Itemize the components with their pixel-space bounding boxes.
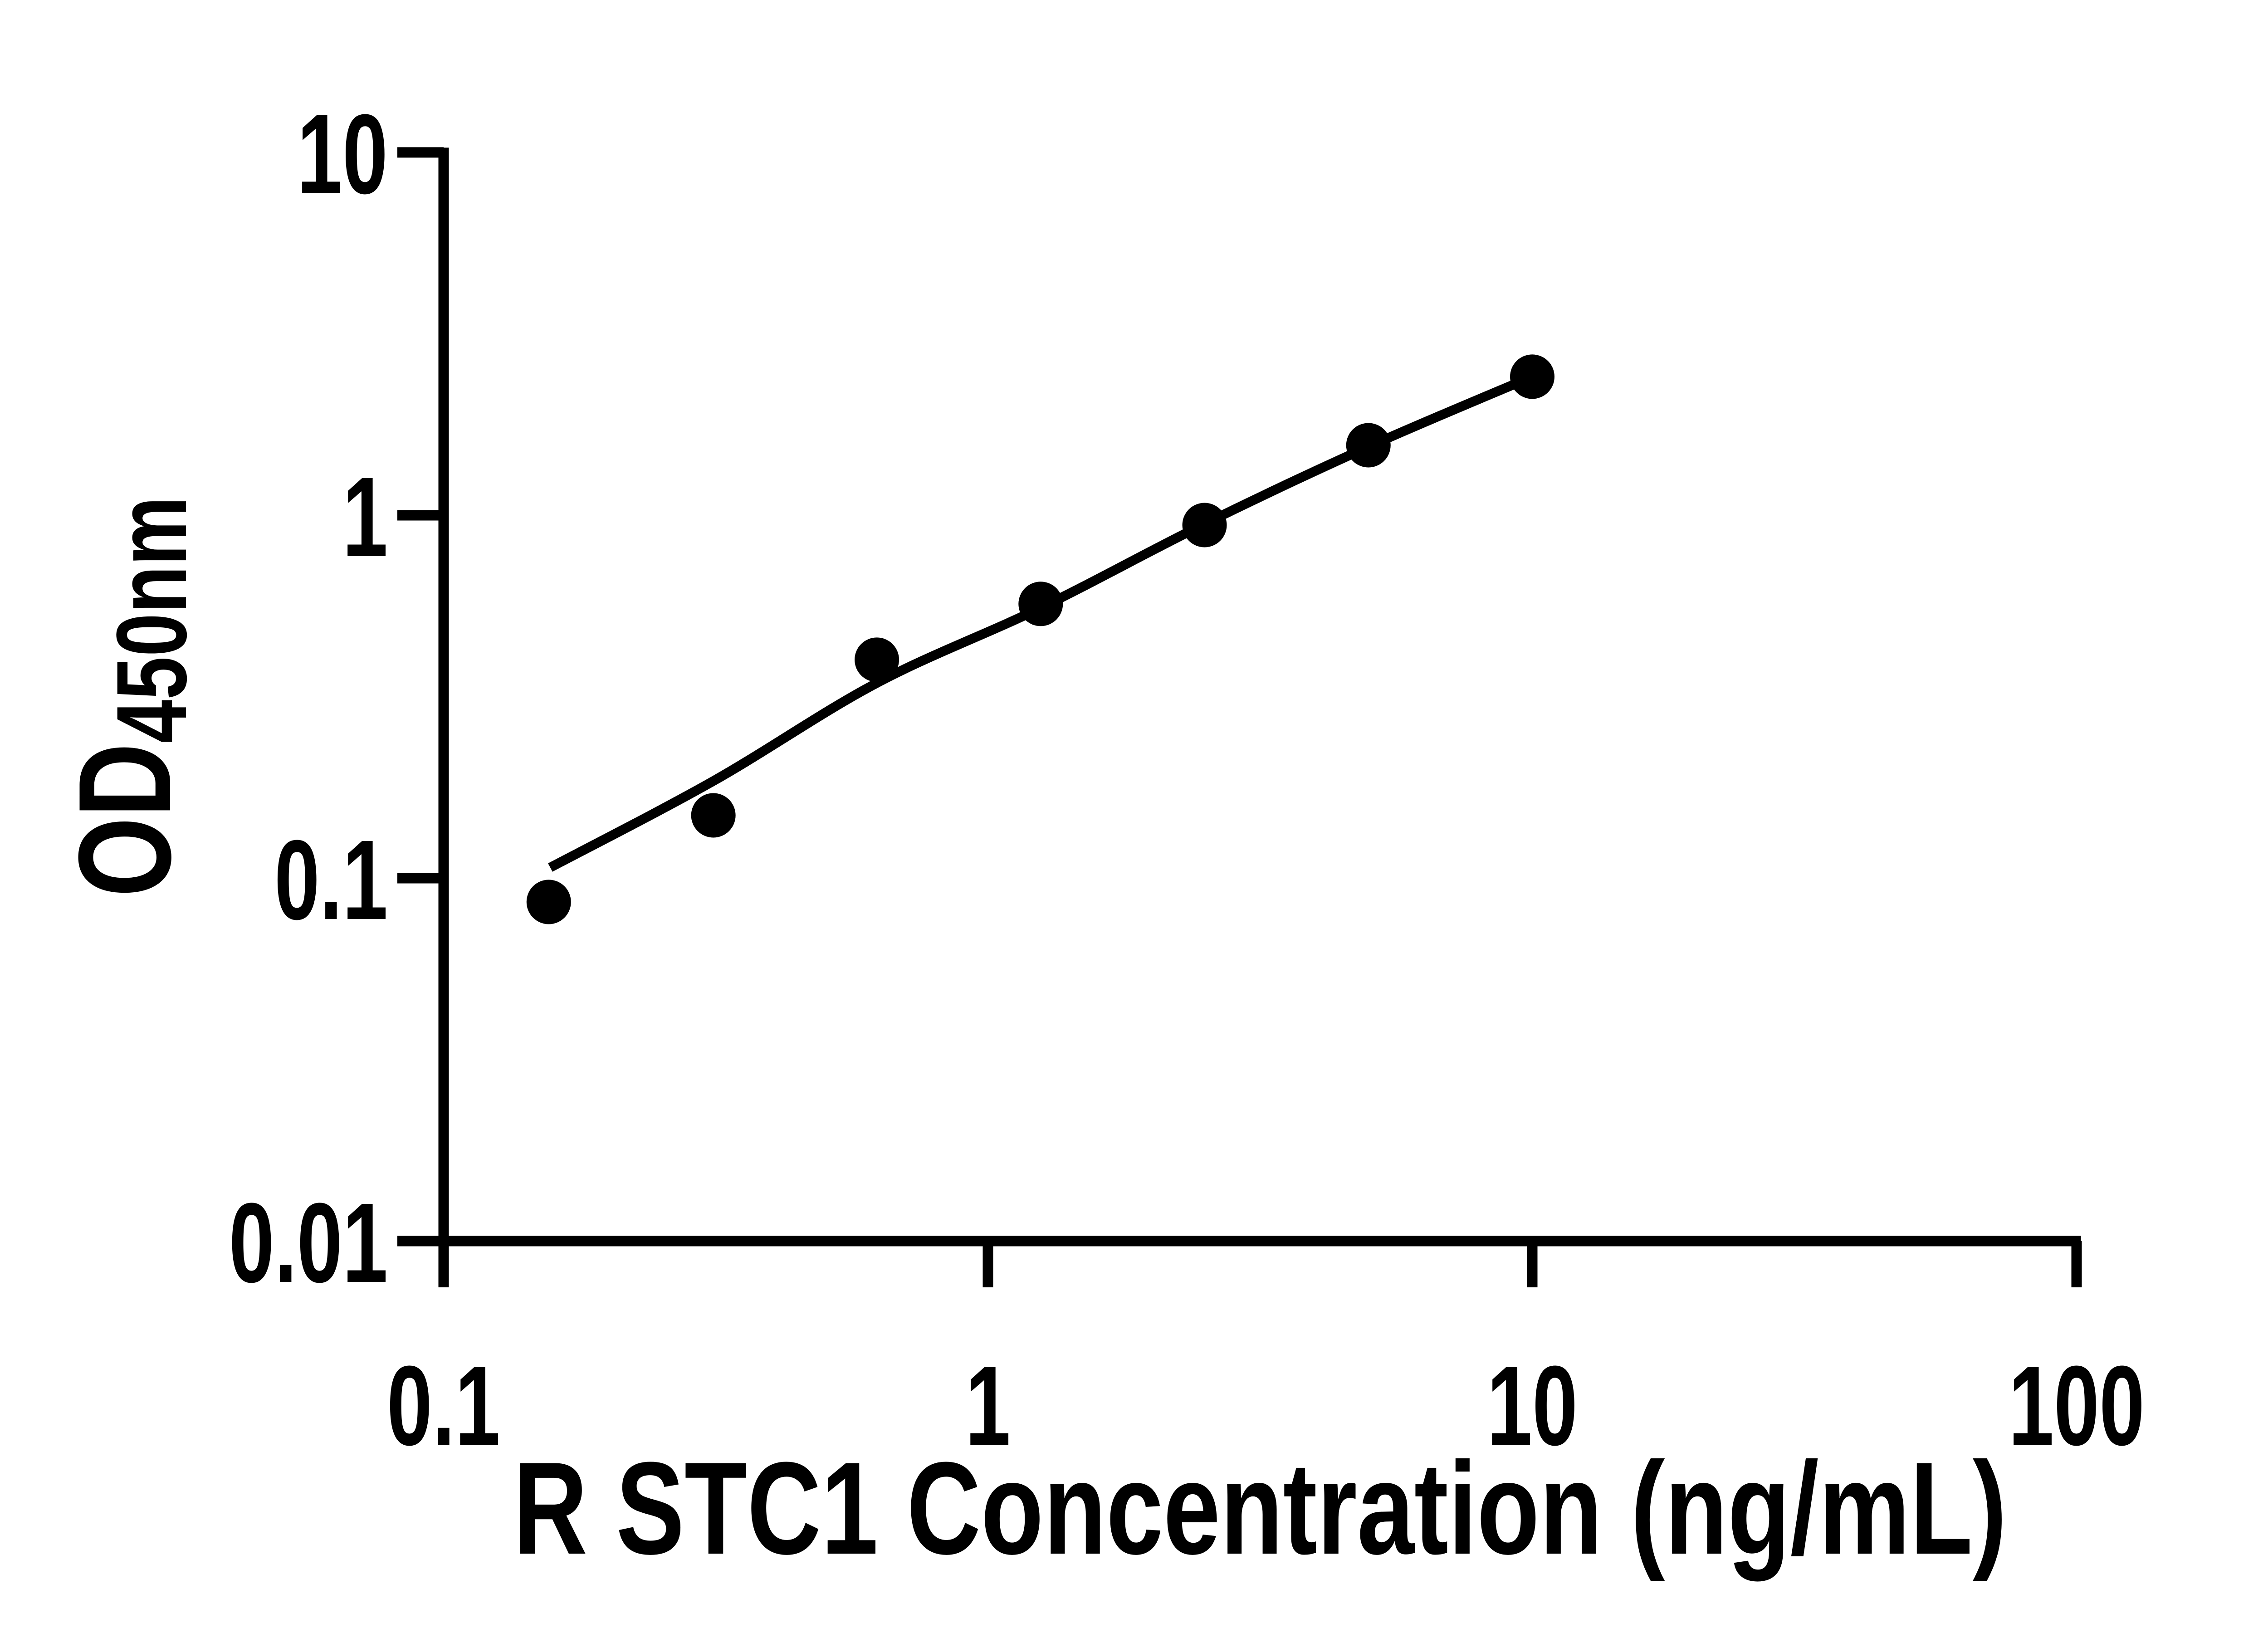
x-tick-label: 10 (1487, 1343, 1578, 1469)
x-tick-label: 100 (2009, 1343, 2145, 1469)
y-axis-title-main: OD (52, 743, 198, 897)
y-tick-label: 0.1 (274, 817, 388, 944)
x-tick-label: 0.1 (387, 1343, 500, 1469)
y-tick-label: 10 (297, 91, 388, 218)
x-axis-title: R STC1 Concentration (ng/mL) (513, 1435, 2007, 1582)
data-point-marker (1346, 423, 1391, 468)
y-tick-label: 1 (342, 454, 388, 581)
plot-layer (526, 354, 1554, 924)
x-tick-label: 1 (965, 1343, 1011, 1469)
data-point-marker (526, 880, 571, 924)
data-point-marker (1510, 354, 1554, 399)
data-point-marker (1182, 503, 1227, 548)
axes-layer: 0.1 1 10 100 0.01 0.1 1 10 (229, 91, 2145, 1469)
data-point-marker (691, 793, 736, 838)
y-axis-title-sub: 450nm (95, 497, 207, 743)
data-point-marker (1018, 582, 1063, 626)
data-point-marker (855, 637, 899, 682)
y-axis-title: OD450nm (52, 497, 207, 897)
y-tick-label: 0.01 (229, 1180, 388, 1306)
